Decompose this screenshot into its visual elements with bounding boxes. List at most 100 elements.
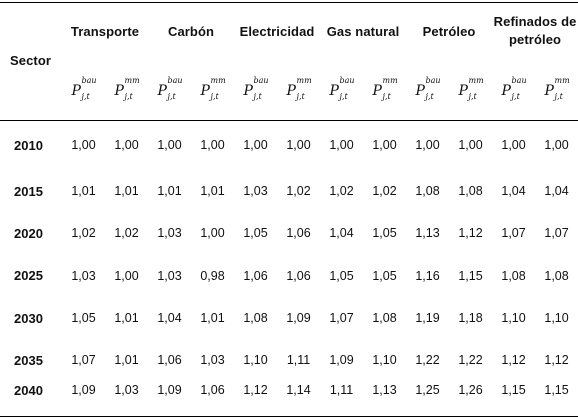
symbol-subscript: j,t (382, 92, 391, 101)
value-cell: 1,06 (157, 353, 182, 368)
value-cell: 1,00 (114, 138, 139, 152)
table-row: 2035 1,07 1,01 1,06 1,03 1,10 1,11 1,09 1,10 1,22… (0, 339, 578, 381)
value-cell: 1,03 (200, 353, 225, 368)
group-header: Transporte (70, 23, 140, 39)
value-cell: 1,09 (157, 383, 182, 398)
value-cell: 1,04 (329, 226, 354, 241)
value-cell: 1,05 (372, 226, 397, 241)
symbol-base: P (415, 83, 425, 99)
symbol-superscript: bau (253, 76, 269, 85)
value-cell: 1,04 (501, 184, 526, 199)
value-cell: 1,00 (544, 138, 569, 152)
table-row: 2025 1,03 1,00 1,03 0,98 1,06 1,06 1,05 1,05 1,16… (0, 255, 578, 297)
value-cell: 1,10 (501, 311, 526, 326)
value-cell: 1,00 (286, 138, 311, 152)
value-cell: 1,19 (415, 311, 440, 326)
value-cell: 1,01 (71, 184, 96, 199)
sector-header: Sector (10, 52, 52, 68)
symbol-subscript: j,t (554, 92, 563, 101)
value-cell: 1,00 (71, 138, 96, 152)
symbol-subscript: j,t (81, 92, 90, 101)
value-cell: 1,01 (114, 353, 139, 368)
year-cell: 2015 (14, 183, 43, 199)
value-cell: 1,01 (200, 311, 225, 326)
value-cell: 1,08 (372, 311, 397, 326)
symbol-base: P (544, 83, 554, 99)
symbol-superscript: mm (468, 76, 484, 85)
symbol-base: P (114, 83, 124, 99)
value-cell: 1,02 (71, 226, 96, 241)
value-cell: 1,13 (372, 383, 397, 398)
value-cell: 1,12 (544, 353, 569, 368)
value-cell: 1,05 (372, 268, 397, 283)
year-cell: 2025 (14, 268, 43, 284)
group-header: Gas natural (326, 23, 400, 39)
value-cell: 1,11 (329, 383, 354, 398)
value-cell: 1,02 (286, 184, 311, 199)
value-cell: 1,15 (458, 268, 483, 283)
value-cell: 1,05 (243, 226, 268, 241)
value-cell: 1,09 (71, 383, 96, 398)
value-cell: 1,12 (501, 353, 526, 368)
symbol-superscript: mm (382, 76, 398, 85)
value-cell: 1,14 (286, 383, 311, 398)
value-cell: 1,00 (200, 138, 225, 152)
value-cell: 1,08 (501, 268, 526, 283)
value-cell: 1,00 (458, 138, 483, 152)
symbol-subscript: j,t (339, 92, 348, 101)
symbol-base: P (243, 83, 253, 99)
table-row: 2030 1,05 1,01 1,04 1,01 1,08 1,09 1,07 1,08 1,19… (0, 297, 578, 339)
value-cell: 1,03 (157, 268, 182, 283)
value-cell: 1,05 (329, 268, 354, 283)
value-cell: 1,00 (329, 138, 354, 152)
value-cell: 1,07 (71, 353, 96, 368)
value-cell: 1,12 (243, 383, 268, 398)
value-cell: 1,00 (200, 226, 225, 241)
value-cell: 1,00 (372, 138, 397, 152)
bottom-rule (0, 416, 578, 417)
group-header: Electricidad (239, 23, 315, 39)
value-cell: 1,07 (501, 226, 526, 241)
symbol-base: P (458, 83, 468, 99)
value-cell: 1,08 (544, 268, 569, 283)
value-cell: 1,03 (157, 226, 182, 241)
symbol-subscript: j,t (425, 92, 434, 101)
symbol-base: P (372, 83, 382, 99)
symbol-base: P (71, 83, 81, 99)
value-cell: 1,03 (243, 184, 268, 199)
value-cell: 1,00 (415, 138, 440, 152)
table-row: 2020 1,02 1,02 1,03 1,00 1,05 1,06 1,04 1,05 1,13… (0, 212, 578, 254)
value-cell: 1,00 (157, 138, 182, 152)
group-header-row: Sector Transporte Carbón Electricidad Ga… (0, 0, 578, 68)
value-cell: 1,13 (415, 226, 440, 241)
symbol-superscript: mm (296, 76, 312, 85)
table-row: 2010 1,00 1,00 1,00 1,00 1,00 1,00 1,00 1,00 1,00… (0, 120, 578, 170)
symbol-subscript: j,t (296, 92, 305, 101)
value-cell: 1,01 (114, 184, 139, 199)
symbol-base: P (157, 83, 167, 99)
value-cell: 1,10 (243, 353, 268, 368)
value-cell: 1,10 (372, 353, 397, 368)
value-cell: 0,98 (200, 268, 225, 283)
symbol-base: P (286, 83, 296, 99)
value-cell: 1,05 (71, 311, 96, 326)
value-cell: 1,06 (200, 383, 225, 398)
value-cell: 1,08 (415, 184, 440, 199)
value-cell: 1,12 (458, 226, 483, 241)
value-cell: 1,15 (544, 383, 569, 398)
symbol-superscript: mm (124, 76, 140, 85)
